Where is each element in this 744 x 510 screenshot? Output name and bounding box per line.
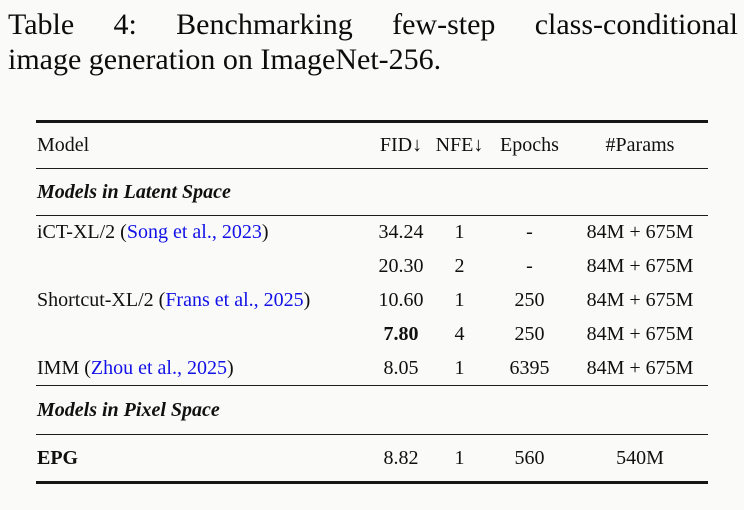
table-row: IMM (Zhou et al., 2025) 8.05 1 6395 84M …	[36, 351, 708, 386]
fid-cell: 8.82	[383, 446, 419, 469]
fid-cell-best: 7.80	[383, 323, 419, 345]
paren-close: )	[303, 289, 311, 311]
epochs-cell: 250	[514, 289, 545, 311]
section-header-pixel-space: Models in Pixel Space	[36, 385, 708, 435]
table-row: Shortcut-XL/2 (Frans et al., 2025) 10.60…	[36, 284, 708, 318]
fid-cell: 10.60	[378, 289, 424, 311]
section-header-latent-space: Models in Latent Space	[36, 168, 708, 216]
epochs-cell: 560	[514, 446, 545, 469]
section-label: Models in Pixel Space	[36, 385, 708, 435]
model-name: Shortcut-XL/2 (	[37, 289, 166, 311]
params-cell: 84M + 675M	[572, 351, 708, 386]
header-params: #Params	[572, 121, 708, 169]
epochs-cell: 6395	[487, 351, 572, 386]
params-cell: 84M + 675M	[586, 221, 694, 244]
paren-close: )	[261, 221, 269, 244]
header-fid: FID↓	[370, 121, 432, 169]
model-cell: IMM (Zhou et al., 2025)	[36, 351, 370, 386]
nfe-cell: 1	[454, 289, 465, 311]
nfe-cell: 1	[432, 351, 487, 386]
header-nfe: NFE↓	[432, 121, 487, 169]
header-model: Model	[36, 121, 370, 169]
epochs-cell: -	[526, 221, 533, 244]
fid-cell: 20.30	[378, 255, 424, 277]
params-cell: 84M + 675M	[586, 255, 694, 277]
benchmark-table: Model FID↓ NFE↓ Epochs #Params Models in…	[36, 120, 708, 484]
model-cell: iCT-XL/2 (Song et al., 2023)	[36, 216, 370, 250]
params-cell: 84M + 675M	[586, 289, 694, 311]
model-cell: Shortcut-XL/2 (Frans et al., 2025)	[36, 284, 370, 318]
citation-link[interactable]: Frans et al., 2025	[165, 289, 304, 311]
model-cell	[36, 250, 370, 284]
table-row: 20.30 2 - 84M + 675M	[36, 250, 708, 284]
nfe-cell: 4	[454, 323, 465, 345]
table-row-epg: EPG 8.82 1 560 540M	[36, 435, 708, 483]
table-header-row: Model FID↓ NFE↓ Epochs #Params	[36, 121, 708, 169]
epochs-cell: 250	[514, 323, 545, 345]
paren-close: )	[226, 356, 234, 379]
caption-line-2: image generation on ImageNet-256.	[8, 43, 442, 76]
model-name: IMM (	[37, 356, 91, 379]
table-row: iCT-XL/2 (Song et al., 2023) 34.24 1 - 8…	[36, 216, 708, 250]
epochs-cell: -	[526, 255, 533, 277]
caption-line-1: Table 4: Benchmarking few-step class-con…	[8, 8, 738, 41]
params-cell: 540M	[616, 446, 664, 469]
table-caption: Table 4: Benchmarking few-step class-con…	[8, 7, 738, 77]
model-name: iCT-XL/2 (	[37, 221, 127, 244]
params-cell: 84M + 675M	[586, 323, 694, 345]
model-cell: EPG	[37, 446, 79, 469]
citation-link[interactable]: Song et al., 2023	[126, 221, 262, 244]
section-label: Models in Latent Space	[36, 168, 708, 216]
nfe-cell: 1	[454, 221, 465, 244]
fid-cell: 34.24	[378, 221, 424, 244]
fid-cell: 8.05	[370, 351, 432, 386]
citation-link[interactable]: Zhou et al., 2025	[90, 356, 227, 379]
model-cell	[36, 318, 370, 352]
nfe-cell: 2	[454, 255, 465, 277]
table-row: 7.80 4 250 84M + 675M	[36, 318, 708, 352]
header-epochs: Epochs	[487, 121, 572, 169]
nfe-cell: 1	[454, 446, 465, 469]
